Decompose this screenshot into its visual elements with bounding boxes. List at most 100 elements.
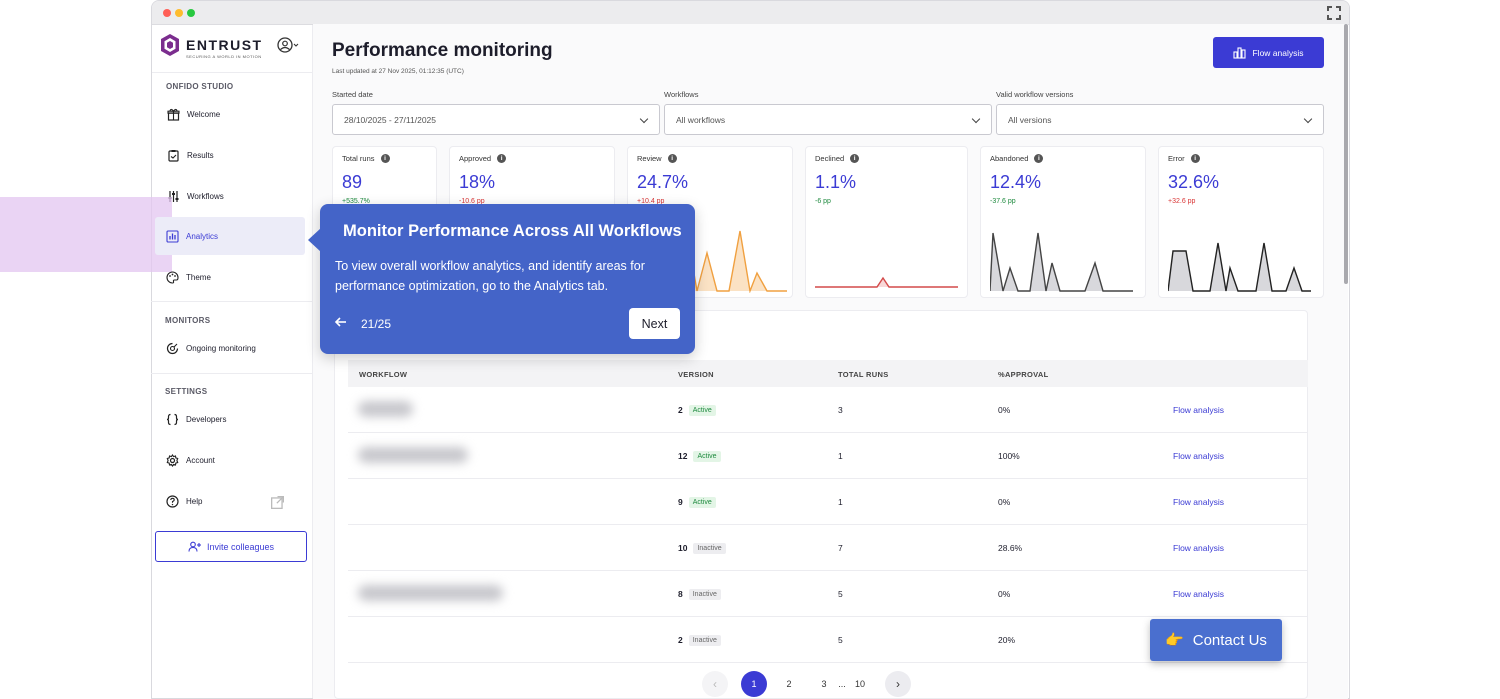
sidebar-item-welcome[interactable]: Welcome — [156, 95, 306, 133]
sidebar-item-label: Analytics — [186, 231, 219, 241]
status-badge: Active — [693, 451, 721, 462]
metric-label: Review — [637, 154, 662, 163]
flow-analysis-link[interactable]: Flow analysis — [1173, 589, 1225, 599]
sidebar-item-account[interactable]: Account — [155, 441, 305, 479]
metric-label: Error — [1168, 154, 1185, 163]
chevron-down-icon — [639, 114, 649, 124]
info-icon[interactable]: i — [380, 154, 390, 163]
contact-us-button[interactable]: 👉 Contact Us — [1150, 619, 1282, 661]
version-cell: 12 Active — [678, 451, 721, 462]
metric-delta: +32.6 pp — [1168, 198, 1196, 205]
version-cell: 10 Inactive — [678, 543, 726, 554]
page-2[interactable]: 2 — [786, 679, 792, 689]
page-10[interactable]: 10 — [854, 679, 865, 689]
sidebar-item-label: Ongoing monitoring — [186, 343, 256, 353]
col-approval[interactable]: %APPROVAL — [998, 370, 1049, 379]
metric-title: Declined i — [815, 154, 860, 163]
sidebar-item-results[interactable]: Results — [156, 136, 306, 174]
tour-title: Monitor Performance Across All Workflows — [343, 222, 682, 240]
metric-value: 89 — [342, 172, 363, 192]
metric-value: 32.6% — [1168, 172, 1220, 192]
col-total-runs[interactable]: TOTAL RUNS — [838, 370, 889, 379]
flow-analysis-link[interactable]: Flow analysis — [1173, 497, 1225, 507]
table-row[interactable]: 2 Active 3 0% Flow analysis — [348, 387, 1308, 433]
status-badge: Inactive — [693, 543, 726, 554]
sidebar-item-analytics[interactable]: Analytics — [155, 217, 305, 255]
sidebar-item-developers[interactable]: Developers — [155, 400, 305, 438]
sidebar-item-workflows[interactable]: Workflows — [156, 177, 306, 215]
status-badge: Inactive — [688, 635, 721, 646]
table-row[interactable]: 12 Active 1 100% Flow analysis — [348, 433, 1308, 479]
runs-cell: 7 — [838, 543, 843, 553]
version-cell: 2 Inactive — [678, 635, 721, 646]
table-row[interactable]: 10 Inactive 7 28.6% Flow analysis — [348, 525, 1308, 571]
chevron-left-icon[interactable]: ‹ — [702, 671, 728, 697]
info-icon[interactable]: i — [1034, 154, 1044, 163]
tour-body: To view overall workflow analytics, and … — [335, 259, 645, 293]
table-row[interactable]: 2 Inactive 5 20% — [348, 617, 1308, 663]
invite-colleagues-button[interactable]: Invite colleagues — [155, 531, 307, 562]
version-number: 9 — [678, 497, 683, 507]
entrust-logo[interactable]: ENTRUST SECURING A WORLD IN MOTION — [160, 33, 280, 63]
fullscreen-icon[interactable] — [1327, 6, 1341, 20]
main-scrollbar[interactable] — [1344, 24, 1348, 284]
table-row[interactable]: 9 Active 1 0% Flow analysis — [348, 479, 1308, 525]
page-1[interactable]: 1 — [741, 671, 767, 697]
sidebar-item-help[interactable]: Help — [155, 482, 305, 520]
metric-label: Total runs — [342, 154, 375, 163]
close-window-button[interactable] — [163, 9, 171, 17]
info-icon[interactable]: i — [850, 154, 860, 163]
versions-label: Valid workflow versions — [996, 90, 1074, 99]
metric-card-error: Error i 32.6% +32.6 pp — [1158, 146, 1324, 298]
flow-analysis-label: Flow analysis — [1252, 47, 1304, 58]
table-row[interactable]: 8 Inactive 5 0% Flow analysis — [348, 571, 1308, 617]
flow-analysis-link[interactable]: Flow analysis — [1173, 405, 1225, 415]
minimize-window-button[interactable] — [175, 9, 183, 17]
sidebar-item-label: Workflows — [187, 191, 224, 201]
chevron-right-icon[interactable]: › — [885, 671, 911, 697]
info-icon[interactable]: i — [497, 154, 507, 163]
col-version[interactable]: VERSION — [678, 370, 714, 379]
table-header: WORKFLOW VERSION TOTAL RUNS %APPROVAL — [348, 360, 1308, 387]
workflows-select[interactable]: All workflows — [664, 104, 992, 135]
metric-value: 1.1% — [815, 172, 857, 192]
onboarding-tour-popover: Monitor Performance Across All Workflows… — [308, 204, 695, 354]
flow-analysis-link[interactable]: Flow analysis — [1173, 451, 1225, 461]
code-braces-icon — [166, 413, 179, 425]
metric-title: Total runs i — [342, 154, 390, 163]
metric-value: 24.7% — [637, 172, 689, 192]
metric-value: 12.4% — [990, 172, 1042, 192]
zoom-window-button[interactable] — [187, 9, 195, 17]
sidebar-divider — [151, 373, 312, 374]
last-updated-text: Last updated at 27 Nov 2025, 01:12:35 (U… — [332, 68, 464, 75]
tour-next-button[interactable]: Next — [629, 308, 680, 339]
approval-cell: 28.6% — [998, 543, 1023, 553]
sidebar-item-label: Theme — [186, 272, 211, 282]
approval-cell: 0% — [998, 497, 1011, 507]
sidebar-item-label: Account — [186, 455, 215, 465]
metric-value: 18% — [459, 172, 496, 192]
arrow-left-icon[interactable] — [334, 315, 348, 329]
versions-select[interactable]: All versions — [996, 104, 1324, 135]
metric-label: Approved — [459, 154, 492, 163]
metric-label: Abandoned — [990, 154, 1029, 163]
col-workflow[interactable]: WORKFLOW — [359, 370, 408, 379]
info-icon[interactable]: i — [667, 154, 677, 163]
workflow-name-redacted — [358, 447, 468, 463]
metric-title: Approved i — [459, 154, 507, 163]
sidebar-item-ongoing-monitoring[interactable]: Ongoing monitoring — [155, 329, 305, 367]
page-3[interactable]: 3 — [821, 679, 827, 689]
metric-delta: +10.4 pp — [637, 198, 665, 205]
sidebar-item-theme[interactable]: Theme — [155, 258, 305, 296]
info-icon[interactable]: i — [1190, 154, 1200, 163]
page-ellipsis: ... — [838, 679, 846, 689]
approval-cell: 0% — [998, 589, 1011, 599]
started-date-select[interactable]: 28/10/2025 - 27/11/2025 — [332, 104, 660, 135]
clipboard-icon — [168, 149, 179, 162]
flow-analysis-link[interactable]: Flow analysis — [1173, 543, 1225, 553]
abandoned-sparkline — [990, 232, 1133, 292]
version-number: 2 — [678, 405, 683, 415]
user-menu-icon[interactable] — [277, 37, 299, 53]
flow-analysis-button[interactable]: Flow analysis — [1213, 37, 1324, 68]
tour-step-counter: 21/25 — [361, 317, 392, 331]
